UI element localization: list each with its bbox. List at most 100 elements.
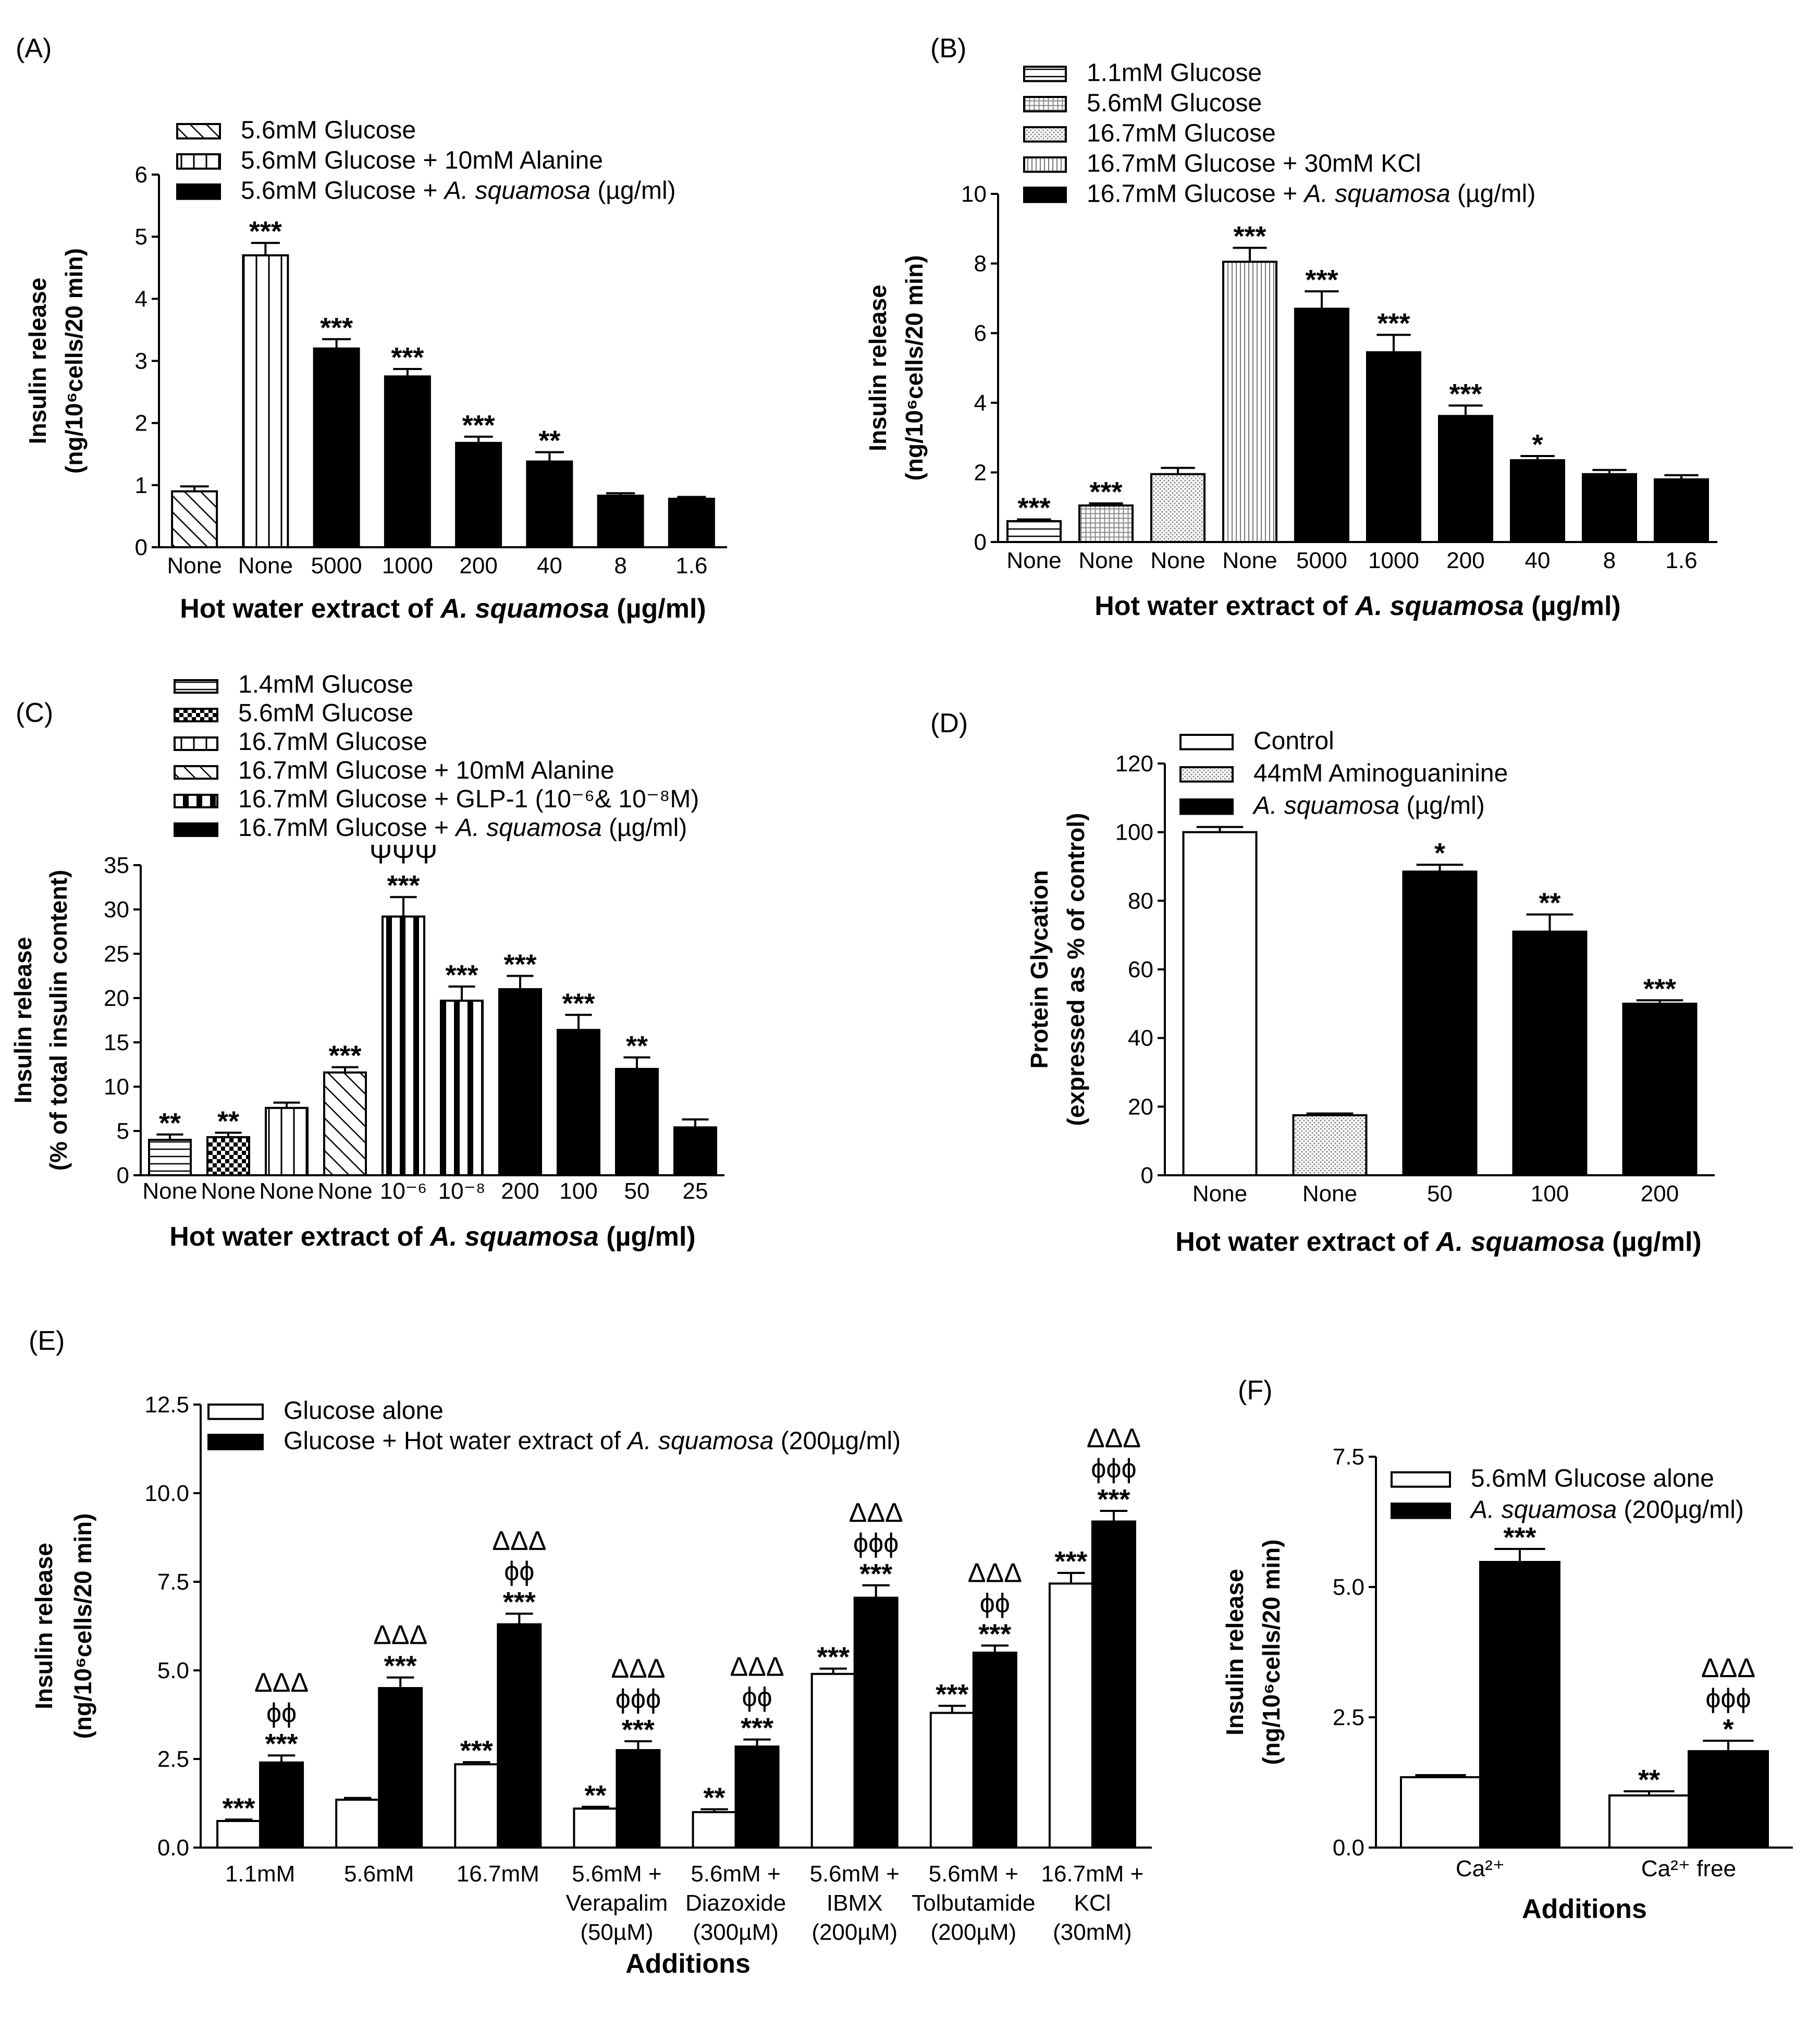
x-tick-label: 100	[559, 1178, 597, 1204]
y-axis-label: Protein Glycation	[1026, 870, 1053, 1069]
legend-label: 16.7mM Glucose + 10mM Alanine	[238, 757, 614, 784]
significance-symbol: ϕϕ	[980, 1588, 1010, 1618]
bar	[1150, 473, 1206, 543]
bar	[378, 1687, 423, 1849]
legend-swatch	[1391, 1471, 1451, 1488]
y-tick-label: 10	[104, 1074, 129, 1100]
legend-label: Glucose alone	[284, 1397, 444, 1425]
x-tick-label: None	[201, 1178, 255, 1204]
legend-label: 5.6mM Glucose	[238, 699, 413, 727]
bar	[171, 490, 218, 548]
y-tick-label: 10	[961, 181, 987, 207]
bar	[1048, 1582, 1093, 1849]
x-tick-label: 1000	[1368, 548, 1419, 573]
y-axis-label: (ng/10⁶cells/20 min)	[60, 248, 88, 474]
bar	[692, 1811, 737, 1849]
x-tick-label: None	[1302, 1181, 1357, 1207]
legend-label: 16.7mM Glucose + 30mM KCl	[1087, 150, 1421, 178]
x-tick-label: None	[167, 553, 222, 579]
x-tick-label: 40	[537, 553, 562, 579]
significance-label: ***	[462, 410, 495, 441]
legend-swatch	[1179, 766, 1234, 783]
y-tick-label: 2	[135, 411, 147, 436]
significance-label: ***	[1377, 308, 1410, 339]
y-tick-label: 12.5	[144, 1392, 189, 1418]
bar	[216, 1820, 262, 1849]
bar	[810, 1672, 856, 1849]
legend-swatch	[1391, 1503, 1451, 1519]
bar	[573, 1807, 618, 1849]
bar	[1294, 307, 1349, 543]
bar	[1688, 1750, 1769, 1849]
legend-label: 1.1mM Glucose	[1087, 59, 1262, 87]
bar	[335, 1799, 380, 1849]
significance-symbol: ΔΔΔ	[1701, 1653, 1755, 1683]
legend-swatch	[1023, 187, 1067, 203]
y-tick-label: 20	[1128, 1094, 1153, 1119]
x-tick-label: None	[1150, 548, 1205, 573]
y-axis-label: (ng/10⁶cells/20 min)	[1258, 1540, 1285, 1765]
bar	[440, 1000, 484, 1176]
significance-label: ***	[859, 1558, 892, 1590]
x-tick-label: 8	[1603, 548, 1616, 573]
significance-label: *	[1723, 1714, 1733, 1745]
significance-label: ***	[460, 1735, 493, 1766]
bar	[206, 1136, 250, 1176]
bar	[1654, 478, 1709, 544]
x-axis-label: Hot water extract of A. squamosa (µg/ml)	[169, 1222, 695, 1252]
significance-label: ***	[1643, 973, 1676, 1004]
y-tick-label: 6	[974, 321, 987, 346]
y-tick-label: 5	[117, 1118, 129, 1144]
significance-symbol: ΔΔΔ	[730, 1652, 784, 1682]
y-axis-label: (% of total insulin content)	[45, 870, 72, 1171]
legend-swatch	[174, 765, 218, 780]
bar	[1091, 1520, 1136, 1849]
legend-label: 16.7mM Glucose	[238, 728, 427, 756]
y-tick-label: 80	[1128, 888, 1153, 914]
significance-label: ***	[1089, 476, 1122, 508]
legend-label: A. squamosa (µg/ml)	[1252, 792, 1485, 820]
y-tick-label: 1	[135, 473, 147, 498]
x-tick-label: 1.6	[1665, 548, 1697, 573]
bar	[929, 1712, 975, 1849]
y-tick-label: 10.0	[144, 1481, 189, 1506]
panel-label: (E)	[29, 1326, 65, 1356]
significance-label: ***	[1017, 493, 1050, 524]
x-axis-label: Hot water extract of A. squamosa (µg/ml)	[1095, 591, 1620, 621]
y-tick-label: 0	[135, 535, 147, 560]
bar	[497, 1623, 542, 1849]
y-tick-label: 15	[104, 1030, 129, 1055]
x-tick-label: 200	[1446, 548, 1484, 573]
x-tick-label: 50	[624, 1178, 650, 1204]
x-tick-label: None	[259, 1178, 314, 1204]
panel-a: (A) 0 1 2 3 4 5 6 Insulin release (ng/10⁶cells/20…	[16, 33, 727, 624]
x-tick-label: Ca²⁺	[1456, 1856, 1505, 1881]
x-tick-label: Diazoxide	[685, 1890, 786, 1916]
y-axis-label: (expressed as % of control)	[1062, 813, 1089, 1126]
bar	[615, 1068, 659, 1176]
bar	[668, 498, 715, 548]
legend-label: 5.6mM Glucose	[241, 117, 416, 144]
y-tick-label: 35	[104, 853, 129, 878]
y-axis-label: Insulin release	[30, 1543, 57, 1709]
y-tick-label: 0.0	[157, 1835, 189, 1861]
legend-swatch	[1023, 126, 1067, 143]
x-tick-label: 8	[614, 553, 626, 579]
bar	[1608, 1794, 1690, 1849]
bar	[1006, 520, 1062, 543]
x-tick-label: None	[1192, 1181, 1247, 1207]
x-tick-label: KCl	[1074, 1890, 1111, 1916]
bar	[972, 1652, 1017, 1849]
significance-label: ***	[503, 949, 536, 980]
panel-f: (F) 0.0 2.5 5.0 7.5 Insulin release (ng/10⁶cel…	[1221, 1375, 1793, 1924]
bar	[1510, 459, 1565, 544]
y-tick-label: 2.5	[1333, 1705, 1364, 1730]
y-tick-label: 2	[974, 460, 987, 485]
bar	[673, 1126, 717, 1176]
significance-label: ***	[1054, 1546, 1087, 1577]
x-tick-label: 50	[1427, 1181, 1453, 1207]
legend-swatch	[1023, 156, 1067, 173]
significance-label: **	[584, 1780, 606, 1811]
y-tick-label: 60	[1128, 957, 1153, 982]
x-tick-label: (200µM)	[930, 1919, 1016, 1945]
